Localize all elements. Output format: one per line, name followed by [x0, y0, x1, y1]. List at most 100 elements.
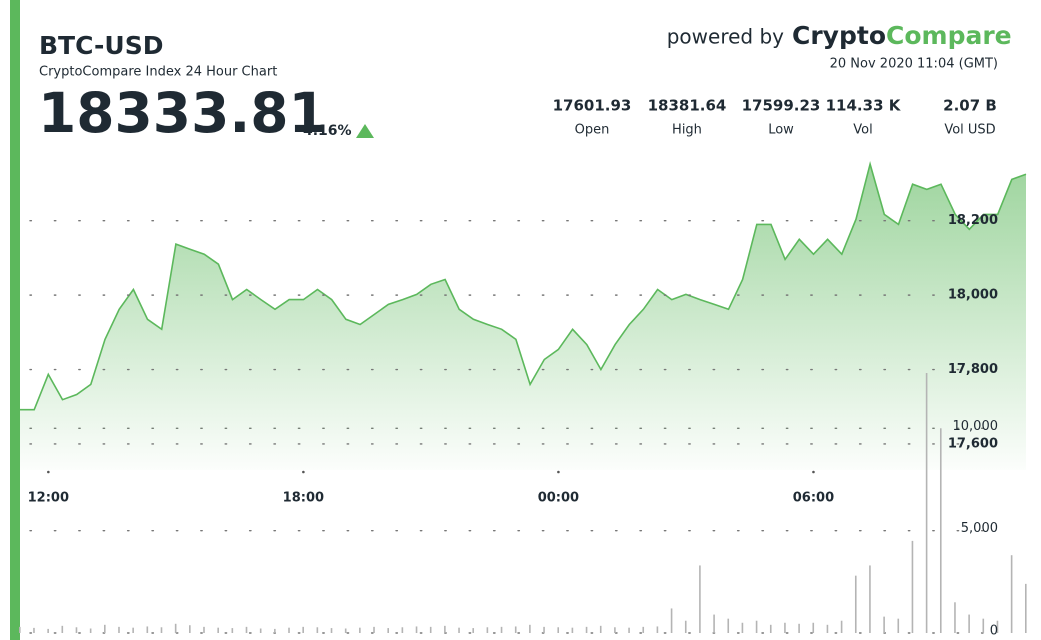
price-area: [20, 164, 1026, 470]
volume-bar: [373, 626, 375, 633]
volume-bar: [359, 627, 361, 633]
volume-bar: [1010, 555, 1013, 633]
volume-bar: [174, 623, 177, 633]
volume-bar: [33, 627, 35, 633]
current-price: 18333.81: [38, 81, 327, 145]
volume-bar: [415, 626, 418, 633]
volume-bar: [854, 575, 857, 633]
volume-bar: [529, 624, 531, 633]
volume-bar: [557, 627, 560, 633]
x-tick-label: 06:00: [793, 491, 834, 506]
brand-compare: Compare: [886, 21, 1012, 50]
volume-tick-label: 0: [990, 624, 998, 639]
up-arrow: [356, 124, 374, 138]
volume-bar: [189, 625, 191, 633]
timestamp: 20 Nov 2020 11:04 (GMT): [830, 57, 998, 72]
volume-bar: [217, 627, 219, 633]
volume-bar: [684, 620, 687, 633]
price-tick-label: 17,600: [948, 436, 998, 451]
volume-bar: [429, 626, 432, 633]
volume-bar: [713, 614, 715, 633]
powered-by: powered by: [667, 25, 784, 49]
volume-bar: [699, 565, 701, 633]
volume-bar: [585, 626, 588, 633]
volume-bar: [883, 616, 885, 633]
volume-bar: [330, 628, 333, 633]
volume-bar: [954, 602, 956, 633]
volume-bar: [486, 627, 489, 633]
volume-bar: [500, 626, 503, 633]
volume-bar: [642, 626, 645, 633]
volume-bar: [118, 626, 120, 633]
volume-bar: [288, 627, 290, 633]
volume-bar: [614, 627, 616, 633]
volume-bar: [628, 627, 630, 633]
volume-bar: [514, 626, 517, 633]
x-tick-dot: [812, 470, 815, 474]
volume-bar: [302, 626, 304, 633]
price-tick-label: 17,800: [948, 362, 998, 377]
x-tick-label: 12:00: [28, 491, 69, 506]
volume-bar: [47, 628, 49, 633]
volume-bar: [769, 624, 772, 633]
volume-bar: [316, 627, 319, 633]
volume-bar: [869, 565, 871, 633]
pair-title: BTC-USD: [39, 31, 163, 60]
volume-bar: [925, 373, 928, 633]
volume-bar: [458, 627, 460, 633]
volume-bar: [571, 627, 574, 633]
volume-bar: [911, 540, 914, 633]
volume-bar: [401, 627, 404, 633]
volume-bar: [968, 614, 970, 633]
brand: CryptoCompare: [792, 21, 1012, 50]
volume-bar: [472, 628, 475, 633]
volume-bar: [387, 628, 389, 633]
x-tick-label: 00:00: [538, 491, 579, 506]
stat-label: Open: [575, 123, 610, 138]
volume-bar: [996, 620, 999, 633]
volume-bar: [274, 628, 276, 633]
volume-bar: [798, 623, 800, 633]
stat-value: 114.33 K: [826, 97, 902, 115]
volume-bar: [727, 618, 730, 633]
volume-bar: [826, 624, 829, 633]
price-tick-label: 18,200: [948, 213, 998, 228]
subtitle: CryptoCompare Index 24 Hour Chart: [39, 65, 277, 80]
volume-bar: [104, 624, 106, 633]
volume-bar: [231, 628, 234, 633]
volume-bar: [741, 622, 744, 633]
volume-bar: [75, 627, 78, 633]
volume-bar: [19, 626, 21, 633]
volume-bar: [132, 627, 134, 633]
volume-bar: [444, 625, 446, 633]
stat-label: High: [672, 123, 702, 138]
stat-label: Vol: [853, 123, 872, 138]
x-tick-dot: [47, 470, 50, 474]
volume-bar: [939, 428, 942, 633]
volume-bar: [160, 627, 163, 633]
stats: 17601.93 Open 18381.64 High 17599.23 Low 114.3…: [553, 97, 997, 138]
volume-bar: [259, 628, 262, 633]
price-change: 4.16%: [303, 123, 352, 139]
volume-bar: [755, 620, 758, 633]
volume-bar: [61, 625, 64, 633]
stat-value: 17601.93: [553, 97, 632, 115]
volume-bar: [1025, 583, 1027, 633]
volume-bar: [599, 625, 602, 633]
volume-bar: [812, 622, 815, 633]
chart: 17,600 17,800 18,000 18,200 0 5,000 10,000 12:0…: [19, 161, 1027, 639]
volume-bar: [784, 622, 786, 633]
volume-bar: [897, 618, 900, 633]
volume-bar: [146, 626, 149, 633]
accent-bar: [10, 0, 20, 640]
volume-bar: [670, 608, 673, 633]
volume-bar: [245, 626, 248, 633]
brand-crypto: Crypto: [792, 21, 886, 50]
volume-bar: [203, 626, 205, 633]
volume-bar: [89, 628, 92, 633]
stat-value: 18381.64: [648, 97, 727, 115]
volume-bar: [543, 626, 545, 633]
stat-label: Vol USD: [944, 123, 995, 138]
stat-value: 2.07 B: [943, 97, 997, 115]
x-tick-label: 18:00: [283, 491, 324, 506]
